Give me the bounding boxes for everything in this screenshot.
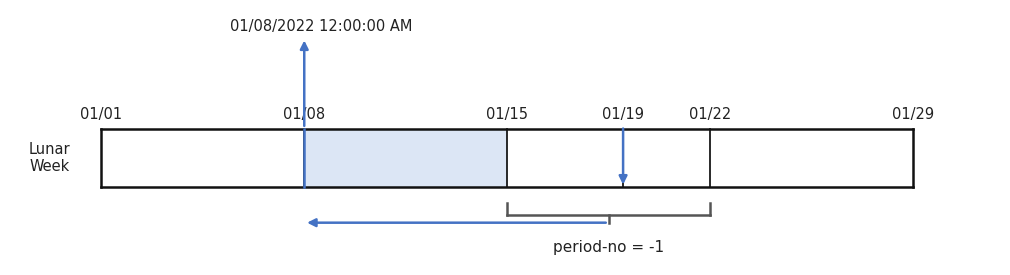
Text: Lunar
Week: Lunar Week [28,142,70,174]
Text: period-no = -1: period-no = -1 [553,240,665,255]
Text: 01/08: 01/08 [283,107,325,122]
Text: 01/15: 01/15 [486,107,528,122]
Text: 01/29: 01/29 [892,107,934,122]
Text: 01/19: 01/19 [602,107,644,122]
Text: 01/08/2022 12:00:00 AM: 01/08/2022 12:00:00 AM [230,18,413,34]
Text: 01/22: 01/22 [689,107,731,122]
Bar [304,129,507,188]
Text: 01/01: 01/01 [81,107,122,122]
